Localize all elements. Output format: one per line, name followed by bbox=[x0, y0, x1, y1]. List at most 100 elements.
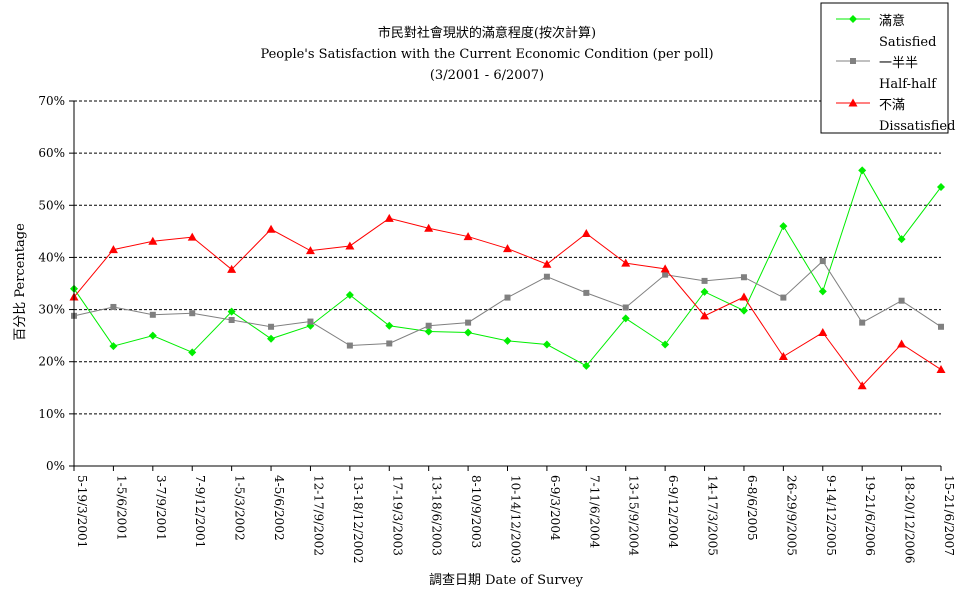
point-half-half bbox=[149, 311, 156, 318]
legend-label-halfhalf-zh: 一半半 bbox=[879, 56, 918, 71]
point-satisfied bbox=[700, 287, 709, 296]
x-tick-label: 26-29/9/2005 bbox=[784, 475, 798, 556]
x-tick-label: 7-9/12/2001 bbox=[193, 475, 207, 548]
x-tick-label: 19-21/6/2006 bbox=[863, 475, 877, 556]
y-axis-ticks: 0% 10% 20% 30% 40% 50% 60% 70% bbox=[38, 94, 74, 473]
point-satisfied bbox=[542, 340, 551, 349]
point-half-half bbox=[268, 323, 275, 330]
point-half-half bbox=[583, 289, 590, 296]
y-tick-label: 10% bbox=[38, 407, 65, 421]
x-tick-label: 4-5/6/2002 bbox=[272, 475, 286, 541]
x-tick-label: 5-19/3/2001 bbox=[75, 475, 89, 548]
point-satisfied bbox=[779, 222, 788, 231]
gridlines bbox=[74, 100, 941, 415]
x-tick-label: 14-17/3/2005 bbox=[706, 475, 720, 556]
point-dissatisfied bbox=[227, 264, 237, 273]
point-dissatisfied bbox=[660, 264, 670, 273]
point-dissatisfied bbox=[463, 232, 473, 241]
point-half-half bbox=[189, 310, 196, 317]
point-dissatisfied bbox=[424, 223, 434, 232]
point-half-half bbox=[110, 303, 117, 310]
point-dissatisfied bbox=[936, 365, 946, 374]
x-tick-label: 6-9/12/2004 bbox=[666, 475, 680, 549]
point-half-half bbox=[662, 271, 669, 278]
point-half-half bbox=[504, 294, 511, 301]
chart-title: 市民對社會現狀的滿意程度(按次計算) People's Satisfaction… bbox=[260, 25, 713, 83]
point-satisfied bbox=[188, 348, 197, 357]
legend-label-dissatisfied-en: Dissatisfied bbox=[879, 119, 955, 134]
title-line-period: (3/2001 - 6/2007) bbox=[430, 68, 544, 83]
legend-label-satisfied-en: Satisfied bbox=[879, 35, 936, 50]
title-line-en: People's Satisfaction with the Current E… bbox=[260, 47, 713, 62]
point-half-half bbox=[859, 319, 866, 326]
series-dissatisfied bbox=[69, 213, 946, 390]
point-satisfied bbox=[621, 314, 630, 323]
point-satisfied bbox=[385, 321, 394, 330]
x-tick-label: 10-14/12/2003 bbox=[509, 475, 523, 564]
x-tick-label: 17-19/3/2003 bbox=[390, 475, 404, 556]
point-dissatisfied bbox=[148, 236, 158, 245]
x-tick-label: 13-18/12/2002 bbox=[351, 475, 365, 564]
point-dissatisfied bbox=[857, 381, 867, 390]
point-satisfied bbox=[109, 342, 118, 351]
x-tick-label: 3-7/9/2001 bbox=[154, 475, 168, 541]
y-axis-label: 百分比 Percentage bbox=[13, 223, 28, 341]
legend-marker-satisfied bbox=[849, 15, 857, 23]
point-half-half bbox=[622, 304, 629, 311]
point-dissatisfied bbox=[345, 241, 355, 250]
point-half-half bbox=[425, 322, 432, 329]
x-tick-label: 6-8/6/2005 bbox=[745, 475, 759, 541]
point-dissatisfied bbox=[581, 228, 591, 237]
point-dissatisfied bbox=[700, 311, 710, 320]
axes bbox=[73, 101, 941, 467]
point-half-half bbox=[740, 274, 747, 281]
y-tick-label: 60% bbox=[38, 146, 65, 160]
x-tick-label: 12-17/9/2002 bbox=[311, 475, 325, 556]
point-satisfied bbox=[503, 336, 512, 345]
point-dissatisfied bbox=[739, 292, 749, 301]
x-tick-label: 9-14/12/2005 bbox=[824, 475, 838, 556]
y-tick-label: 20% bbox=[38, 355, 65, 369]
point-half-half bbox=[346, 342, 353, 349]
y-tick-label: 70% bbox=[38, 94, 65, 108]
x-axis-ticks: 5-19/3/2001 1-5/6/2001 3-7/9/2001 7-9/12/20… bbox=[73, 466, 956, 564]
point-satisfied bbox=[148, 331, 157, 340]
point-satisfied bbox=[818, 287, 827, 296]
point-half-half bbox=[543, 273, 550, 280]
point-dissatisfied bbox=[108, 245, 118, 254]
point-satisfied bbox=[582, 361, 591, 370]
point-satisfied bbox=[267, 334, 276, 343]
point-half-half bbox=[780, 294, 787, 301]
series-layer bbox=[69, 166, 946, 390]
point-half-half bbox=[465, 319, 472, 326]
x-tick-label: 13-18/6/2003 bbox=[430, 475, 444, 556]
legend: 滿意 Satisfied 一半半 Half-half 不滿 Dissatisfi… bbox=[820, 2, 955, 134]
point-satisfied bbox=[424, 327, 433, 336]
y-tick-label: 30% bbox=[38, 303, 65, 317]
point-dissatisfied bbox=[621, 258, 631, 267]
x-tick-label: 18-20/12/2006 bbox=[903, 475, 917, 564]
x-axis-label: 調查日期 Date of Survey bbox=[429, 573, 584, 588]
point-dissatisfied bbox=[897, 339, 907, 348]
y-tick-label: 40% bbox=[38, 250, 65, 264]
series-line-satisfied bbox=[73, 169, 942, 367]
point-satisfied bbox=[739, 306, 748, 315]
legend-label-satisfied-zh: 滿意 bbox=[879, 13, 905, 29]
point-dissatisfied bbox=[542, 259, 552, 268]
point-dissatisfied bbox=[384, 213, 394, 222]
y-tick-label: 50% bbox=[38, 198, 65, 212]
point-dissatisfied bbox=[187, 232, 197, 241]
series-half-half bbox=[71, 258, 944, 349]
point-satisfied bbox=[661, 340, 670, 349]
x-tick-label: 1-5/3/2002 bbox=[233, 475, 247, 541]
point-satisfied bbox=[858, 166, 867, 175]
title-line-zh: 市民對社會現狀的滿意程度(按次計算) bbox=[378, 25, 596, 41]
x-tick-label: 8-10/9/2003 bbox=[469, 475, 483, 548]
x-tick-label: 6-9/3/2004 bbox=[548, 475, 562, 541]
legend-frame bbox=[820, 2, 949, 134]
legend-label-dissatisfied-zh: 不滿 bbox=[879, 97, 905, 113]
series-satisfied bbox=[70, 166, 945, 370]
legend-marker-dissatisfied bbox=[848, 98, 858, 107]
legend-marker-half-half bbox=[850, 58, 856, 64]
